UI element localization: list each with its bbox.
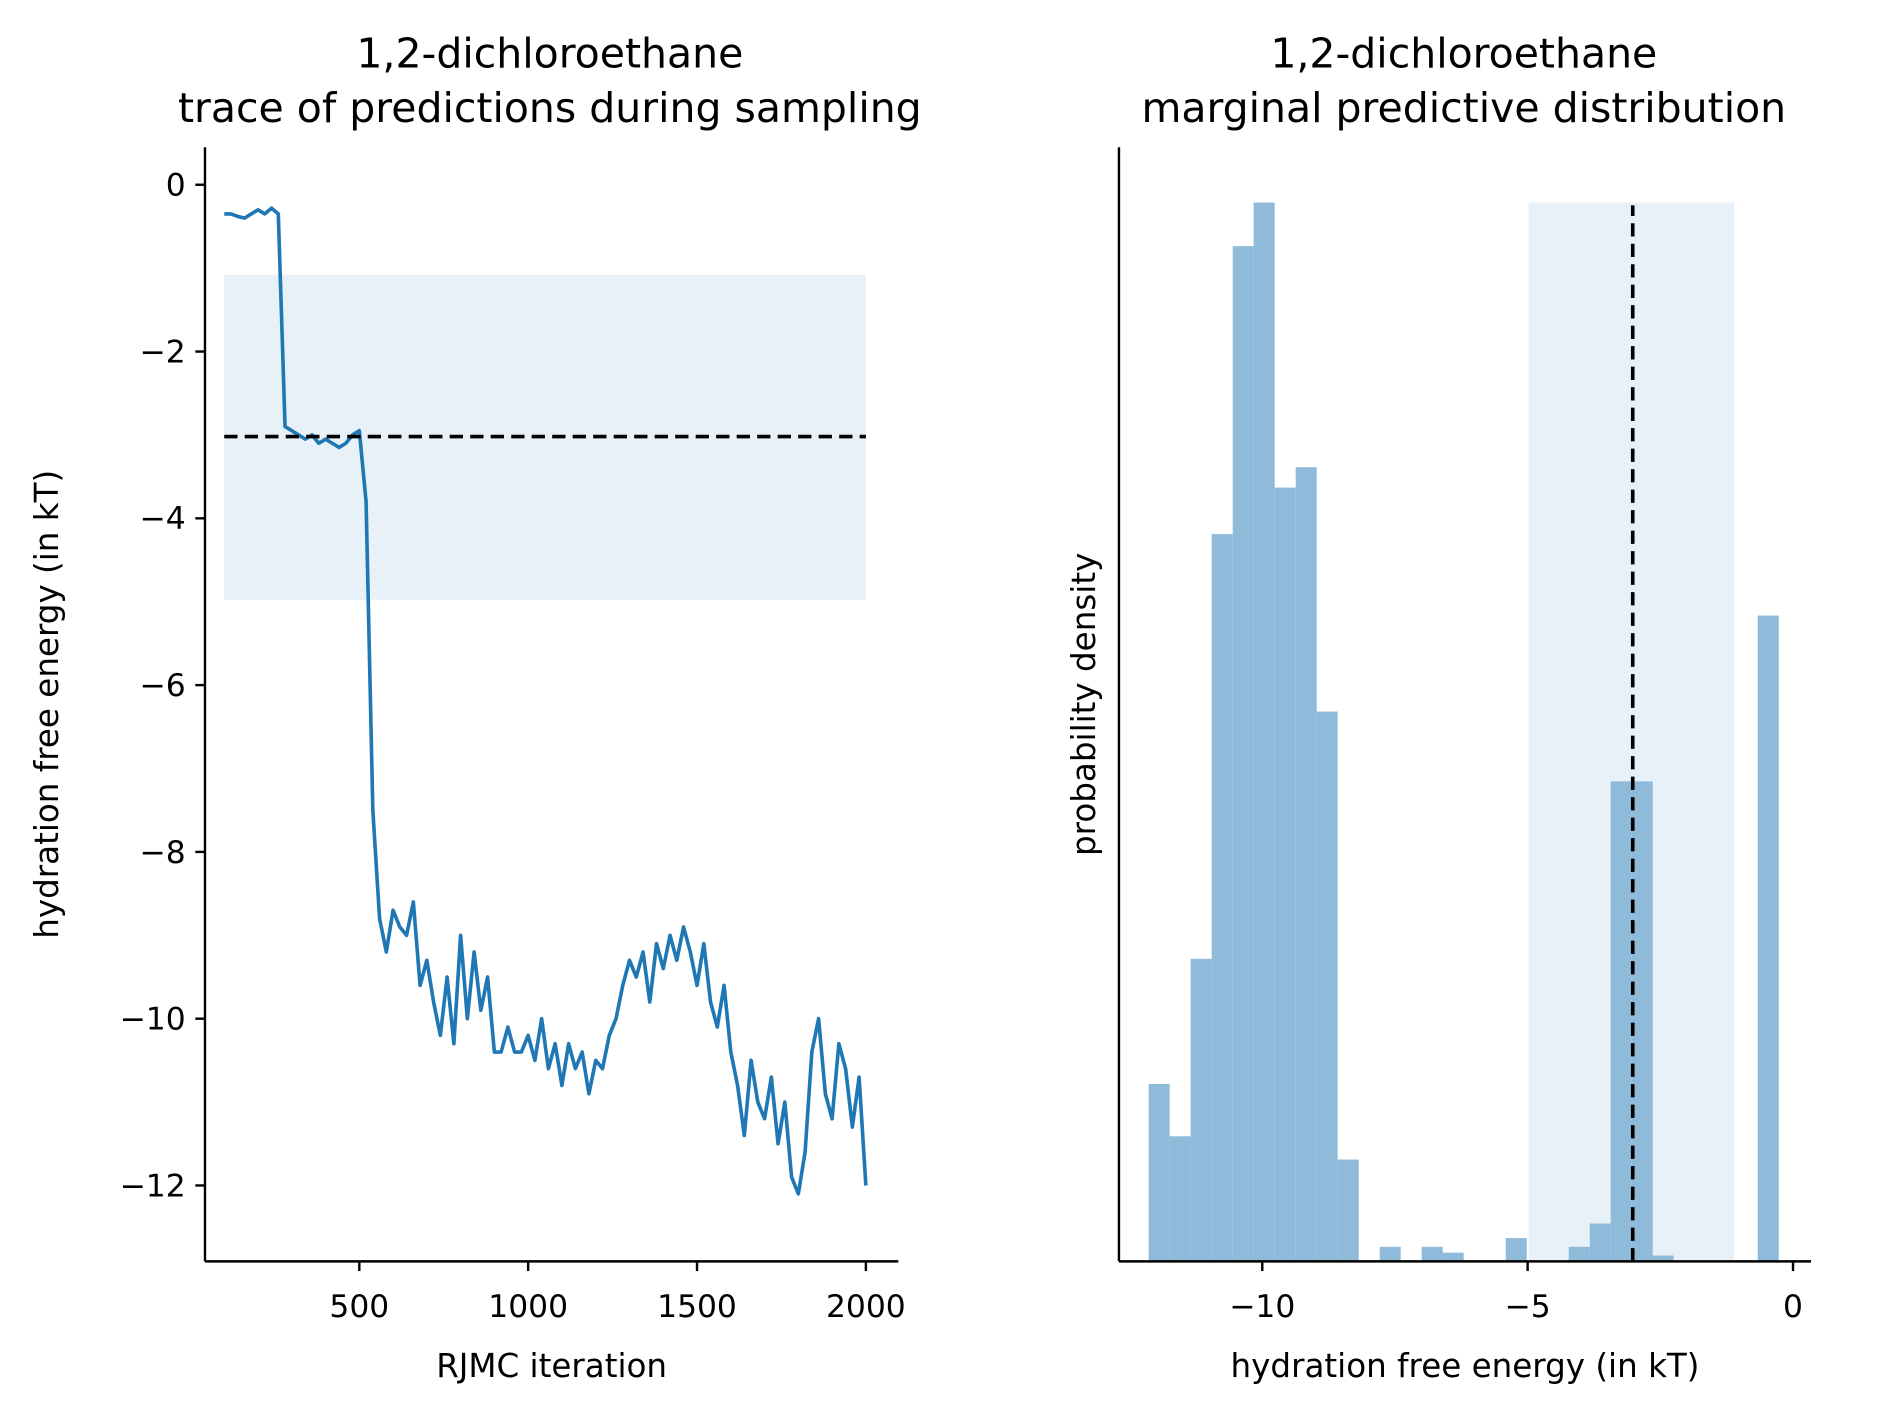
- x-tick-label: 0: [1783, 1289, 1803, 1325]
- histogram-bar: [1505, 1238, 1527, 1262]
- chart-title: 1,2-dichloroethane: [356, 30, 743, 78]
- y-tick-label: −4: [140, 501, 186, 537]
- chart-title: marginal predictive distribution: [1141, 84, 1786, 132]
- y-tick-label: 0: [166, 168, 186, 204]
- histogram-bar: [1442, 1252, 1464, 1262]
- histogram-bar: [1589, 1223, 1611, 1262]
- x-tick-label: 1500: [657, 1289, 737, 1325]
- histogram-bar: [1568, 1246, 1590, 1262]
- chart-title: trace of predictions during sampling: [178, 84, 922, 132]
- x-axis-label: hydration free energy (in kT): [1231, 1347, 1700, 1385]
- y-tick-label: −2: [140, 334, 186, 370]
- x-tick-label: −5: [1505, 1289, 1551, 1325]
- y-tick-label: −8: [140, 835, 186, 871]
- y-axis-label: hydration free energy (in kT): [28, 470, 66, 939]
- histogram-bar: [1190, 958, 1212, 1262]
- y-tick-label: −10: [120, 1002, 186, 1038]
- histogram-bar: [1232, 246, 1254, 1262]
- histogram-bar: [1757, 615, 1779, 1262]
- chart-title: 1,2-dichloroethane: [1270, 30, 1657, 78]
- y-tick-label: −6: [140, 668, 186, 704]
- histogram-bar: [1316, 711, 1338, 1262]
- histogram-bar: [1211, 534, 1233, 1262]
- histogram-bar: [1274, 487, 1296, 1262]
- histogram-bar: [1169, 1136, 1191, 1262]
- histogram-bar: [1295, 467, 1317, 1262]
- histogram-bar: [1421, 1246, 1443, 1262]
- x-tick-label: −10: [1229, 1289, 1295, 1325]
- histogram-bar: [1610, 781, 1632, 1262]
- y-axis-label: probability density: [1065, 553, 1103, 856]
- x-tick-label: 500: [329, 1289, 389, 1325]
- x-tick-label: 2000: [826, 1289, 906, 1325]
- histogram-bar: [1652, 1255, 1674, 1262]
- x-axis-label: RJMC iteration: [436, 1347, 667, 1385]
- histogram-bar: [1148, 1083, 1170, 1262]
- x-tick-label: 1000: [488, 1289, 568, 1325]
- trace-line: [224, 206, 868, 1196]
- histogram-bar: [1337, 1159, 1359, 1262]
- histogram-bar: [1379, 1246, 1401, 1262]
- histogram-bar: [1253, 202, 1275, 1262]
- y-tick-label: −12: [120, 1168, 186, 1204]
- histogram-bar: [1631, 781, 1653, 1262]
